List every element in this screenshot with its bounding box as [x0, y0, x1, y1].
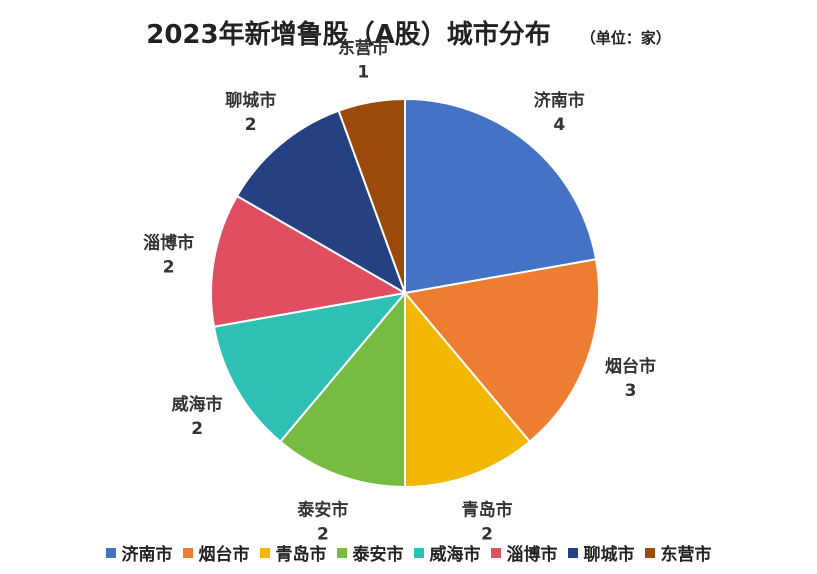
- slice-label-name-2: 烟台市: [605, 356, 656, 377]
- legend-swatch-6: [490, 548, 501, 558]
- legend-item-1: 济南市: [105, 540, 173, 565]
- legend-swatch-2: [182, 548, 193, 558]
- legend-label-8: 东营市: [660, 545, 712, 565]
- pie-slice-7: [235, 109, 407, 296]
- pie-slice-4: [278, 290, 406, 489]
- pie-slice-1: [404, 97, 598, 295]
- pie-slice-3: [404, 290, 532, 489]
- legend-label-7: 聊城市: [583, 545, 635, 565]
- slice-label-name-3: 青岛市: [462, 500, 513, 521]
- slice-label-name-4: 泰安市: [297, 500, 348, 521]
- legend-label-4: 泰安市: [352, 545, 404, 565]
- legend-item-6: 淄博市: [490, 540, 558, 565]
- slice-label-value-6: 2: [163, 257, 175, 277]
- legend-item-7: 聊城市: [567, 540, 635, 565]
- legend-item-3: 青岛市: [259, 540, 327, 565]
- slice-label-value-4: 2: [317, 525, 329, 545]
- pie-slice-8: [337, 97, 406, 294]
- slice-label-name-7: 聊城市: [225, 90, 276, 111]
- pie-slice-6: [210, 194, 408, 328]
- legend-label-3: 青岛市: [275, 545, 327, 565]
- chart-subtitle: （单位：家）: [580, 29, 671, 47]
- slice-label-value-5: 2: [191, 419, 203, 439]
- slice-label-value-1: 4: [553, 115, 565, 135]
- legend-label-1: 济南市: [121, 545, 173, 565]
- legend-swatch-1: [105, 548, 116, 558]
- legend-swatch-3: [259, 548, 270, 558]
- legend-swatch-8: [644, 548, 655, 558]
- legend-label-6: 淄博市: [506, 545, 558, 565]
- legend-item-8: 东营市: [644, 540, 712, 565]
- slice-label-name-8: 东营市: [338, 38, 389, 59]
- pie-slice-5: [212, 291, 408, 444]
- chart-title-text: 2023年新增鲁股（A股）城市分布: [146, 20, 551, 50]
- legend-swatch-5: [413, 548, 424, 558]
- slice-label-value-8: 1: [357, 63, 369, 83]
- chart-legend: 济南市 烟台市 青岛市 泰安市 威海市 淄博市 聊城市 东营市: [0, 540, 817, 565]
- slice-label-value-7: 2: [245, 115, 257, 135]
- legend-label-5: 威海市: [429, 545, 481, 565]
- pie-slice-2: [403, 258, 600, 444]
- slice-label-name-1: 济南市: [534, 90, 585, 111]
- legend-swatch-7: [567, 548, 578, 558]
- chart-title: 2023年新增鲁股（A股）城市分布 （单位：家）: [0, 14, 817, 51]
- slice-label-name-5: 威海市: [172, 394, 223, 415]
- legend-label-2: 烟台市: [198, 545, 250, 565]
- slice-label-name-6: 淄博市: [143, 232, 194, 253]
- legend-swatch-4: [336, 548, 347, 558]
- slice-label-value-2: 3: [625, 381, 637, 401]
- legend-item-2: 烟台市: [182, 540, 250, 565]
- slice-label-value-3: 2: [481, 525, 493, 545]
- legend-item-4: 泰安市: [336, 540, 404, 565]
- legend-item-5: 威海市: [413, 540, 481, 565]
